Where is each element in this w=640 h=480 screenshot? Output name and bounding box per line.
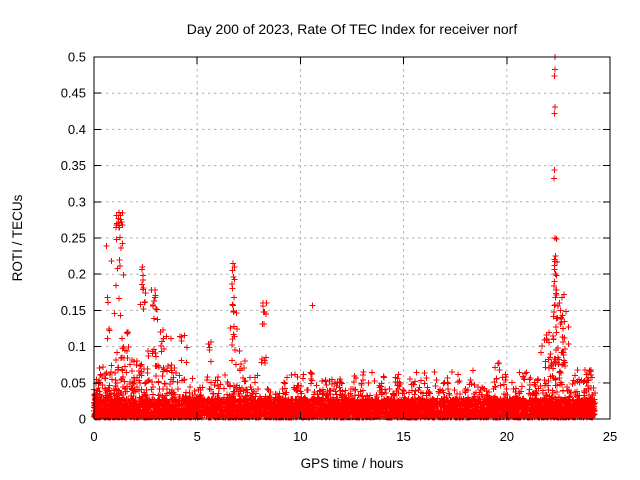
- chart-title: Day 200 of 2023, Rate Of TEC Index for r…: [187, 21, 518, 37]
- x-axis-label: GPS time / hours: [301, 456, 404, 471]
- y-tick-label: 0: [79, 412, 86, 427]
- y-tick-label: 0.15: [61, 303, 86, 318]
- x-tick-label: 5: [194, 429, 201, 444]
- y-tick-label: 0.4: [68, 122, 86, 137]
- axes: [93, 56, 611, 420]
- grid-lines: [94, 57, 610, 419]
- data-points: [91, 54, 598, 421]
- y-tick-label: 0.1: [68, 339, 86, 354]
- y-tick-label: 0.45: [61, 86, 86, 101]
- y-tick-label: 0.5: [68, 50, 86, 65]
- y-tick-label: 0.2: [68, 267, 86, 282]
- y-tick-label: 0.3: [68, 194, 86, 209]
- y-tick-label: 0.35: [61, 158, 86, 173]
- y-axis-label: ROTI / TECUs: [10, 194, 25, 281]
- y-tick-label: 0.05: [61, 375, 86, 390]
- y-tick-label: 0.25: [61, 231, 86, 246]
- scatter-plus-markers: [91, 54, 598, 421]
- x-tick-label: 25: [603, 429, 617, 444]
- tick-labels: 0 5 10 15 20 25 0 0.05 0.1 0.15 0.2 0.25 0.3 0.35 0.4 0…: [61, 50, 618, 445]
- x-tick-label: 10: [293, 429, 307, 444]
- x-tick-label: 0: [90, 429, 97, 444]
- x-tick-label: 20: [500, 429, 514, 444]
- x-tick-label: 15: [396, 429, 410, 444]
